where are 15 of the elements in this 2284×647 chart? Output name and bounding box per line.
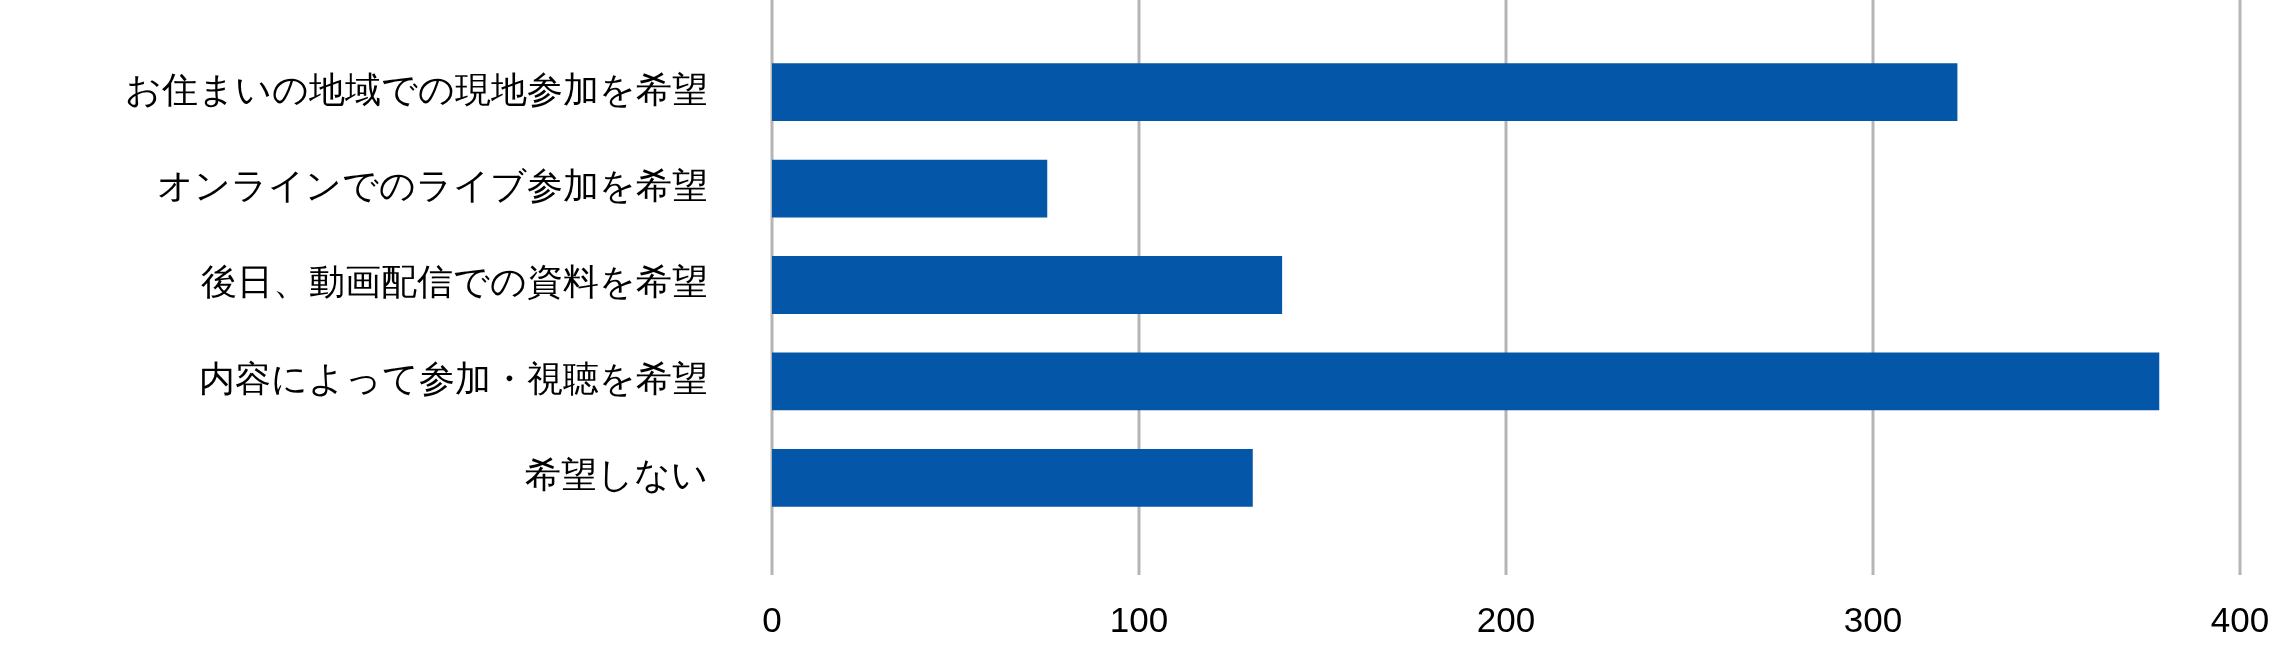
y-tick-label: 希望しない [525, 454, 708, 496]
x-tick-label: 300 [1843, 599, 1903, 639]
bar [772, 448, 1253, 507]
y-tick-label: 内容によって参加・視聴を希望 [199, 357, 708, 399]
x-tick-label: 0 [762, 599, 782, 639]
x-tick-label: 200 [1476, 599, 1536, 639]
bar [772, 159, 1048, 218]
y-tick-label: お住まいの地域での現地参加を希望 [125, 68, 708, 110]
bar [772, 352, 2160, 411]
y-tick-label: オンラインでのライブ参加を希望 [157, 164, 708, 206]
bar [772, 256, 1283, 314]
y-tick-label: 後日、動画配信での資料を希望 [201, 261, 708, 303]
x-tick-label: 100 [1109, 599, 1169, 639]
x-tick-label: 400 [2210, 599, 2270, 639]
bar [772, 63, 1958, 122]
